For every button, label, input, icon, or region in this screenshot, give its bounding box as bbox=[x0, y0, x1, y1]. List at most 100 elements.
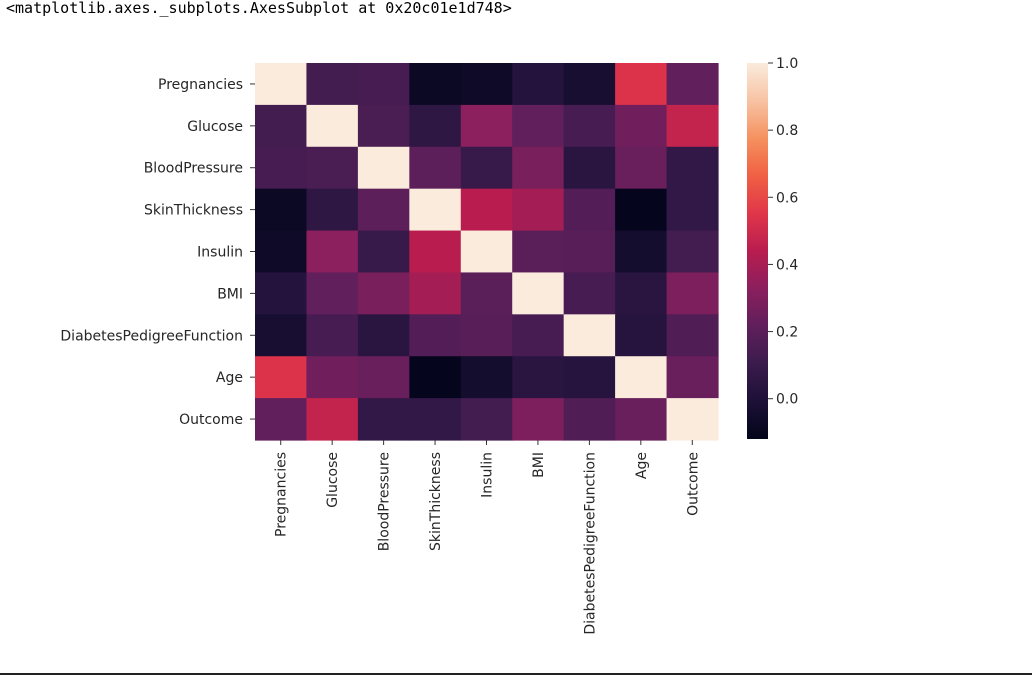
column-tick-label: Age bbox=[634, 452, 650, 479]
heatmap-cell bbox=[563, 188, 616, 232]
heatmap-cell bbox=[615, 146, 668, 190]
row-tick-label: Outcome bbox=[179, 412, 243, 428]
heatmap-cell bbox=[512, 146, 565, 190]
heatmap-cell bbox=[255, 398, 308, 441]
heatmap-cell bbox=[306, 356, 359, 399]
heatmap-cell bbox=[666, 398, 719, 441]
heatmap-cell bbox=[615, 356, 668, 399]
colorbar-tick-label: 0.8 bbox=[776, 123, 798, 139]
heatmap-cell bbox=[460, 104, 513, 148]
heatmap-cell bbox=[306, 188, 359, 232]
heatmap-cell bbox=[306, 146, 359, 190]
colorbar-gradient bbox=[747, 63, 768, 439]
heatmap-cell bbox=[357, 356, 410, 399]
heatmap-cell bbox=[306, 230, 359, 274]
heatmap-cell bbox=[460, 63, 513, 106]
column-tick-label: BloodPressure bbox=[377, 452, 393, 551]
heatmap-cell bbox=[615, 63, 668, 106]
heatmap-cell bbox=[306, 104, 359, 148]
heatmap-cell bbox=[666, 146, 719, 190]
heatmap-cell bbox=[409, 146, 462, 190]
heatmap-cell bbox=[357, 314, 410, 357]
heatmap-cell bbox=[512, 314, 565, 357]
heatmap-cell bbox=[666, 272, 719, 315]
heatmap-cell bbox=[512, 63, 565, 106]
heatmap-cell bbox=[512, 230, 565, 274]
heatmap-cell bbox=[255, 63, 308, 106]
heatmap-cell bbox=[460, 272, 513, 315]
heatmap-cell bbox=[255, 356, 308, 399]
heatmap-cell bbox=[409, 104, 462, 148]
heatmap-cell bbox=[460, 146, 513, 190]
heatmap-cell bbox=[563, 356, 616, 399]
heatmap-cell bbox=[357, 272, 410, 315]
heatmap-cell bbox=[460, 188, 513, 232]
heatmap-cell bbox=[460, 314, 513, 357]
colorbar-tick-label: 0.6 bbox=[776, 190, 798, 206]
colorbar-tick-label: 0.0 bbox=[776, 392, 798, 408]
heatmap-cell bbox=[306, 314, 359, 357]
row-tick-label: Glucose bbox=[187, 119, 243, 135]
heatmap-cell bbox=[306, 398, 359, 441]
colorbar: 0.0 0.2 0.4 0.6 0.8 1.0 bbox=[747, 56, 798, 439]
heatmap-cell bbox=[409, 188, 462, 232]
heatmap-cell bbox=[512, 188, 565, 232]
heatmap-cell bbox=[512, 272, 565, 315]
heatmap-cell bbox=[563, 146, 616, 190]
row-tick-label: BloodPressure bbox=[144, 161, 243, 177]
heatmap-cell bbox=[666, 314, 719, 357]
row-tick-label: Pregnancies bbox=[158, 77, 243, 93]
heatmap-cell bbox=[666, 63, 719, 106]
column-tick-label: SkinThickness bbox=[428, 452, 444, 551]
heatmap-cell bbox=[357, 104, 410, 148]
heatmap-cell bbox=[666, 188, 719, 232]
heatmap-cell bbox=[357, 230, 410, 274]
colorbar-tick-label: 1.0 bbox=[776, 56, 798, 72]
heatmap-cell bbox=[615, 272, 668, 315]
heatmap-cell bbox=[460, 230, 513, 274]
row-tick-label: Age bbox=[216, 370, 243, 386]
heatmap-cell bbox=[563, 63, 616, 106]
heatmap-cell bbox=[409, 63, 462, 106]
heatmap-cell bbox=[563, 314, 616, 357]
heatmap-cell bbox=[615, 188, 668, 232]
heatmap-cell bbox=[306, 272, 359, 315]
heatmap-cell bbox=[357, 188, 410, 232]
column-tick-label: Outcome bbox=[685, 452, 701, 516]
heatmap-cell bbox=[512, 356, 565, 399]
colorbar-tick-label: 0.4 bbox=[776, 257, 798, 273]
heatmap-cell bbox=[357, 398, 410, 441]
column-tick-label: Glucose bbox=[325, 452, 341, 508]
heatmap-cell bbox=[666, 356, 719, 399]
column-tick-label: Insulin bbox=[480, 452, 496, 498]
heatmap-cell bbox=[409, 230, 462, 274]
heatmap-cell bbox=[409, 272, 462, 315]
heatmap-cell bbox=[357, 63, 410, 106]
heatmap-cell bbox=[460, 398, 513, 441]
heatmap-cell bbox=[615, 314, 668, 357]
row-tick-label: DiabetesPedigreeFunction bbox=[60, 328, 243, 344]
heatmap-cell bbox=[409, 314, 462, 357]
heatmap-cell bbox=[512, 104, 565, 148]
heatmap-cell bbox=[255, 272, 308, 315]
row-tick-label: SkinThickness bbox=[144, 203, 243, 219]
heatmap-cell bbox=[409, 356, 462, 399]
heatmap-cell bbox=[255, 230, 308, 274]
heatmap-cell bbox=[409, 398, 462, 441]
heatmap-cell bbox=[666, 104, 719, 148]
heatmap-cell bbox=[615, 230, 668, 274]
heatmap-cell bbox=[563, 398, 616, 441]
heatmap-cell bbox=[563, 104, 616, 148]
heatmap-cell bbox=[255, 104, 308, 148]
heatmap-cell bbox=[306, 63, 359, 106]
heatmap-cell bbox=[615, 398, 668, 441]
row-tick-label: Insulin bbox=[197, 245, 243, 261]
heatmap-cell bbox=[255, 188, 308, 232]
heatmap-cells bbox=[255, 63, 719, 441]
heatmap-cell bbox=[615, 104, 668, 148]
column-tick-label: BMI bbox=[531, 452, 547, 478]
heatmap-cell bbox=[255, 314, 308, 357]
heatmap-cell bbox=[563, 230, 616, 274]
heatmap-cell bbox=[563, 272, 616, 315]
